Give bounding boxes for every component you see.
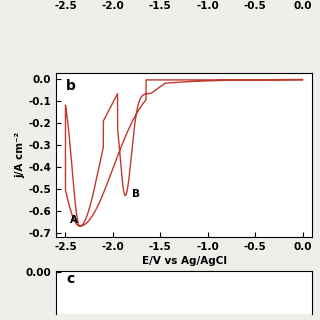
Text: A: A	[70, 215, 78, 225]
Text: c: c	[66, 272, 75, 286]
Text: b: b	[66, 79, 76, 93]
X-axis label: E/V vs Ag/AgCl: E/V vs Ag/AgCl	[141, 256, 227, 266]
Y-axis label: j/A cm⁻²: j/A cm⁻²	[15, 132, 26, 178]
Text: B: B	[132, 188, 140, 198]
